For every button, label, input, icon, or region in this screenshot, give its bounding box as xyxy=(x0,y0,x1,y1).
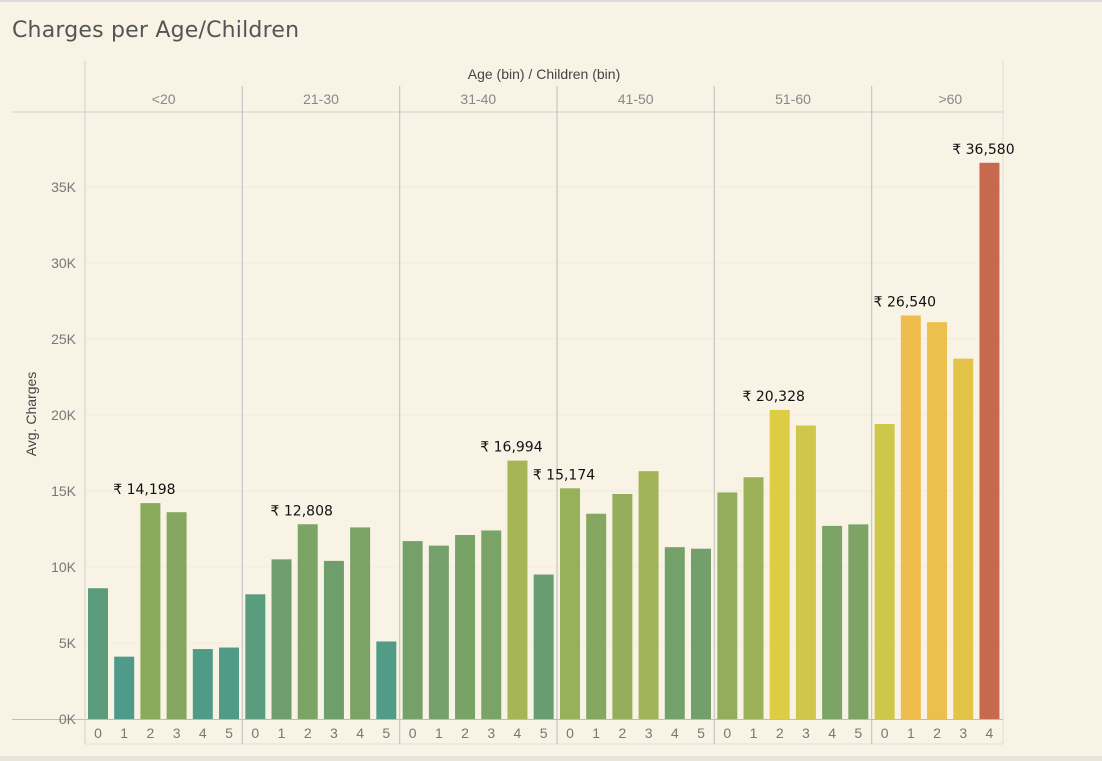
x-tick-label: 2 xyxy=(618,725,626,741)
x-tick-label: 4 xyxy=(199,725,207,741)
group-header-label: 41-50 xyxy=(618,91,654,107)
x-tick-label: 5 xyxy=(382,725,390,741)
x-tick-label: 4 xyxy=(356,725,364,741)
bar xyxy=(743,477,764,719)
top-border xyxy=(0,0,1102,2)
x-tick-label: 4 xyxy=(514,725,522,741)
bar xyxy=(271,559,292,719)
y-tick-label: 30K xyxy=(51,255,77,271)
bar xyxy=(638,471,659,719)
x-tick-label: 3 xyxy=(959,725,967,741)
bar xyxy=(166,512,187,719)
x-tick-label: 2 xyxy=(933,725,941,741)
x-tick-label: 2 xyxy=(776,725,784,741)
bar xyxy=(192,649,213,719)
x-tick-label: 5 xyxy=(225,725,233,741)
bar xyxy=(612,493,633,719)
data-label: ₹ 36,580 xyxy=(952,142,1014,158)
y-tick-label: 0K xyxy=(59,711,77,727)
bottom-border xyxy=(0,756,1102,761)
group-header-label: 21-30 xyxy=(303,91,339,107)
x-tick-label: 2 xyxy=(147,725,155,741)
y-axis-title: Avg. Charges xyxy=(23,372,39,457)
bar xyxy=(533,574,554,719)
bar xyxy=(848,524,869,719)
group-header-label: 31-40 xyxy=(460,91,496,107)
bar xyxy=(979,162,1000,720)
x-tick-label: 2 xyxy=(461,725,469,741)
bar xyxy=(927,322,948,719)
page-title: Charges per Age/Children xyxy=(12,18,300,43)
bar xyxy=(664,547,685,719)
y-tick-label: 5K xyxy=(59,635,77,651)
bar xyxy=(900,315,921,719)
bar xyxy=(402,541,423,719)
data-label: ₹ 12,808 xyxy=(271,503,333,519)
bar xyxy=(481,530,502,719)
x-tick-label: 1 xyxy=(120,725,128,741)
bar xyxy=(140,503,161,719)
data-label: ₹ 26,540 xyxy=(874,294,936,310)
x-tick-label: 0 xyxy=(251,725,259,741)
x-tick-label: 3 xyxy=(487,725,495,741)
bar xyxy=(559,488,580,719)
x-tick-label: 3 xyxy=(645,725,653,741)
x-tick-label: 5 xyxy=(854,725,862,741)
x-tick-label: 0 xyxy=(94,725,102,741)
x-tick-label: 4 xyxy=(828,725,836,741)
x-tick-label: 5 xyxy=(697,725,705,741)
x-tick-label: 5 xyxy=(540,725,548,741)
y-tick-label: 15K xyxy=(51,483,77,499)
bar xyxy=(323,560,344,719)
bar xyxy=(350,527,371,719)
x-tick-label: 0 xyxy=(881,725,889,741)
column-header-label: Age (bin) / Children (bin) xyxy=(468,66,621,82)
data-label: ₹ 15,174 xyxy=(533,467,595,483)
bar xyxy=(822,525,843,719)
bar xyxy=(376,641,397,719)
bar xyxy=(88,588,108,719)
bar xyxy=(114,656,135,719)
x-tick-label: 1 xyxy=(750,725,758,741)
x-tick-label: 0 xyxy=(723,725,731,741)
bar xyxy=(690,548,711,719)
x-tick-label: 1 xyxy=(907,725,915,741)
bar xyxy=(219,647,239,719)
bar xyxy=(795,425,816,719)
data-label: ₹ 16,994 xyxy=(480,440,542,456)
x-tick-label: 2 xyxy=(304,725,312,741)
x-tick-label: 4 xyxy=(986,725,994,741)
group-header-label: 51-60 xyxy=(775,91,811,107)
bar xyxy=(769,409,790,719)
x-tick-label: 1 xyxy=(592,725,600,741)
x-tick-label: 3 xyxy=(173,725,181,741)
x-tick-label: 1 xyxy=(278,725,286,741)
bar xyxy=(245,594,266,719)
y-tick-label: 25K xyxy=(51,331,77,347)
bar xyxy=(586,513,607,719)
bar xyxy=(717,492,738,719)
bar xyxy=(297,524,318,719)
bar xyxy=(455,535,476,719)
x-tick-label: 3 xyxy=(802,725,810,741)
x-tick-label: 0 xyxy=(566,725,574,741)
y-tick-label: 10K xyxy=(51,559,77,575)
data-label: ₹ 14,198 xyxy=(113,482,175,498)
y-tick-label: 35K xyxy=(51,179,77,195)
x-tick-label: 3 xyxy=(330,725,338,741)
bar xyxy=(428,545,449,719)
bar xyxy=(507,460,528,719)
x-tick-label: 4 xyxy=(671,725,679,741)
y-tick-label: 20K xyxy=(51,407,77,423)
group-header-label: <20 xyxy=(152,91,176,107)
group-header-label: >60 xyxy=(938,91,962,107)
x-tick-label: 1 xyxy=(435,725,443,741)
x-tick-label: 0 xyxy=(409,725,417,741)
bar xyxy=(953,358,974,719)
bar xyxy=(874,424,895,719)
data-label: ₹ 20,328 xyxy=(743,389,805,405)
